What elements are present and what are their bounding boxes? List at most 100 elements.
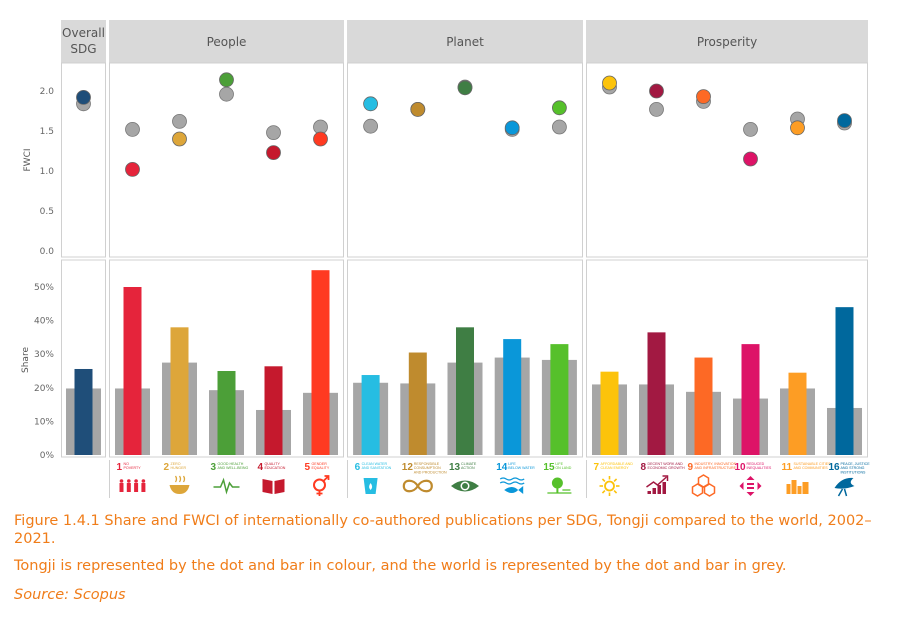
sdg-number: 9 xyxy=(688,462,694,473)
family-icon xyxy=(141,479,146,483)
fwci-tick-label: 2.0 xyxy=(40,87,55,97)
dot-tongji xyxy=(504,120,520,136)
share-panel-prosperity xyxy=(586,259,868,458)
dot-tongji xyxy=(696,89,711,104)
city-icon xyxy=(802,482,809,494)
equality-arrows-icon xyxy=(739,476,762,496)
bowl-icon xyxy=(174,475,186,483)
sdg-label-line: QUALITY xyxy=(265,462,281,466)
growth-chart-icon xyxy=(646,476,667,488)
fish-icon xyxy=(504,486,524,494)
share-tick-label: 40% xyxy=(34,317,54,327)
heartbeat-icon xyxy=(213,477,240,495)
fish-icon xyxy=(499,481,525,485)
dot-tongji xyxy=(410,102,426,117)
infinity-icon xyxy=(402,479,433,493)
share-tick-label: 30% xyxy=(34,350,54,360)
dot-tongji xyxy=(172,131,187,147)
share-tick-label: 20% xyxy=(34,384,54,394)
bar-tongji xyxy=(74,368,93,455)
book-icon xyxy=(274,479,285,494)
family-icon xyxy=(126,483,131,492)
chart-panels: Overall SDG People Planet Prosperity xyxy=(61,20,868,498)
sdg-label-line: POVERTY xyxy=(124,466,142,470)
gender-icon xyxy=(316,475,330,496)
city-icon xyxy=(797,486,802,494)
bar-tongji xyxy=(123,287,142,455)
dot-tongji xyxy=(649,83,664,99)
sdg-label-line: CONSUMPTION xyxy=(414,466,441,470)
sdg-chart: Overall SDG People Planet Prosperity 0.0 0.5 1… xyxy=(21,20,871,498)
dot-world xyxy=(649,102,664,117)
sdg-number: 3 xyxy=(211,462,217,473)
sdg-label-line: DECENT WORK AND xyxy=(648,462,684,466)
sdg-label-line: SUSTAINABLE CITIES xyxy=(794,462,832,466)
bar-tongji xyxy=(217,371,236,455)
dot-world xyxy=(743,121,758,137)
dot-world xyxy=(219,86,234,102)
sdg-label-line: EQUALITY xyxy=(312,466,330,470)
sdg-number: 13 xyxy=(449,462,461,473)
dot-world xyxy=(552,119,567,135)
cubes-icon xyxy=(703,483,716,497)
bar-tongji xyxy=(788,372,807,455)
sdg-label-line: CLEAN ENERGY xyxy=(601,466,630,470)
share-panel-overall xyxy=(61,259,106,458)
bar-tongji xyxy=(456,327,474,455)
fwci-tick-label: 0.0 xyxy=(40,247,55,257)
sdg-label-line: ECONOMIC GROWTH xyxy=(648,466,686,470)
chart-dots xyxy=(76,72,852,177)
sdg-label-line: EDUCATION xyxy=(265,466,286,470)
sdg-number: 15 xyxy=(543,462,555,473)
bar-tongji xyxy=(647,332,666,455)
bowl-icon xyxy=(169,485,190,494)
sdg-label-line: AND STRONG xyxy=(841,466,865,470)
equality-arrows-icon xyxy=(747,487,754,489)
growth-chart-icon xyxy=(647,491,651,494)
fwci-panel-prosperity xyxy=(586,62,868,258)
share-tick-label: 10% xyxy=(34,417,54,427)
bar-tongji xyxy=(264,366,283,455)
fwci-panel-overall xyxy=(61,62,106,258)
sun-icon xyxy=(613,478,618,482)
dot-tongji xyxy=(76,90,91,105)
fwci-tick-label: 1.0 xyxy=(40,167,55,177)
dot-tongji xyxy=(602,75,617,91)
sdg-number: 4 xyxy=(258,462,264,473)
sun-icon xyxy=(601,478,606,482)
dot-tongji xyxy=(552,100,567,116)
book-icon xyxy=(262,479,273,494)
cubes-icon xyxy=(691,483,704,497)
city-icon xyxy=(786,484,791,494)
sdg-label-line: CLEAN WATER xyxy=(362,462,388,466)
tree-icon xyxy=(551,477,563,489)
share-tick-label: 0% xyxy=(40,451,55,461)
chart-axes: 0.0 0.5 1.0 1.5 2.0 FWCI 0% 10% 20% 30% 40% 50% Shar… xyxy=(21,87,54,461)
fish-icon xyxy=(499,477,525,481)
sdg-label-line: LIFE xyxy=(508,462,516,466)
bar-tongji xyxy=(311,270,330,455)
sdg-label-line: RESPONSIBLE xyxy=(414,462,440,466)
bar-tongji xyxy=(600,371,619,455)
sdg-label-line: AND PRODUCTION xyxy=(414,470,447,474)
group-label-overall: SDG xyxy=(70,42,96,56)
sdg-number: 12 xyxy=(402,462,414,473)
sdg-number: 7 xyxy=(594,462,600,473)
share-panel-planet xyxy=(347,259,583,458)
dove-icon xyxy=(834,477,855,489)
sdg-label-line: REDUCED xyxy=(747,462,765,466)
sdg-label-line: ZERO xyxy=(171,462,181,466)
dot-tongji xyxy=(125,161,140,177)
dot-tongji xyxy=(457,80,473,96)
group-header-prosperity xyxy=(586,20,868,63)
dot-world xyxy=(125,121,140,137)
fwci-tick-label: 1.5 xyxy=(40,127,54,137)
sun-icon xyxy=(613,490,618,494)
fwci-panel-planet xyxy=(347,62,583,258)
bar-tongji xyxy=(694,357,713,455)
sdg-label-line: INEQUALITIES xyxy=(747,466,772,470)
dot-tongji xyxy=(837,113,852,128)
fwci-axis-title: FWCI xyxy=(23,148,33,171)
sdg-label-line: PEACE, JUSTICE xyxy=(841,462,871,466)
